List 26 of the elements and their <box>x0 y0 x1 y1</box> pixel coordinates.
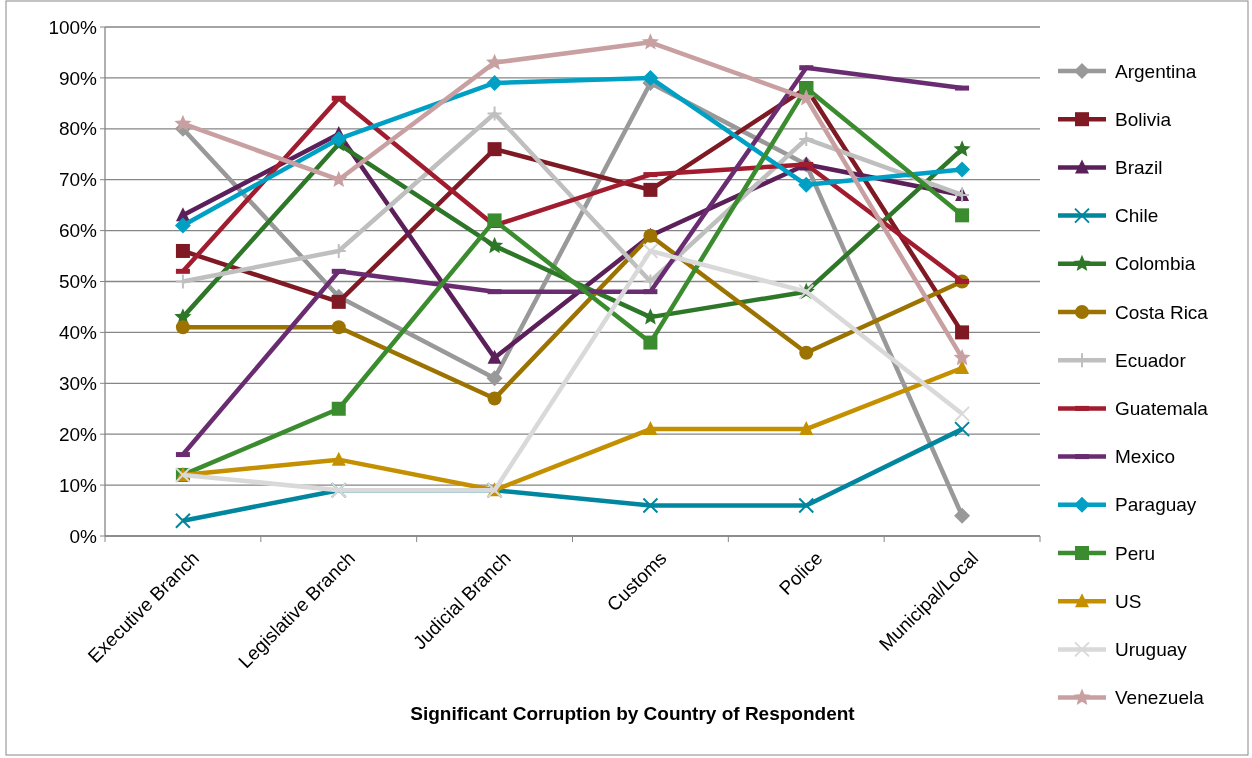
legend-label: Chile <box>1115 205 1159 227</box>
legend-label: Argentina <box>1115 60 1197 82</box>
legend-label: Paraguay <box>1115 494 1197 516</box>
y-tick-label: 80% <box>58 118 98 140</box>
legend-label: Guatemala <box>1115 398 1209 420</box>
y-tick-label: 20% <box>58 423 98 445</box>
y-tick-label: 10% <box>58 474 98 496</box>
legend-label: Venezuela <box>1115 687 1205 709</box>
legend-label: Brazil <box>1115 157 1163 179</box>
legend-label: Ecuador <box>1115 349 1187 371</box>
y-tick-label: 0% <box>69 525 98 547</box>
y-tick-label: 30% <box>58 372 98 394</box>
y-tick-label: 70% <box>58 169 98 191</box>
legend-label: Bolivia <box>1115 108 1172 130</box>
legend-label: Colombia <box>1115 253 1196 275</box>
y-tick-label: 40% <box>58 322 98 344</box>
legend-label: Costa Rica <box>1115 301 1209 323</box>
y-tick-label: 50% <box>58 271 98 293</box>
legend-label: Peru <box>1115 542 1156 564</box>
legend-label: US <box>1115 590 1142 612</box>
y-tick-label: 60% <box>58 220 98 242</box>
legend-label: Uruguay <box>1115 639 1188 661</box>
y-tick-label: 100% <box>48 16 98 38</box>
legend-label: Mexico <box>1115 446 1176 468</box>
y-tick-label: 90% <box>58 67 98 89</box>
x-axis-title: Significant Corruption by Country of Respondent <box>410 703 856 724</box>
